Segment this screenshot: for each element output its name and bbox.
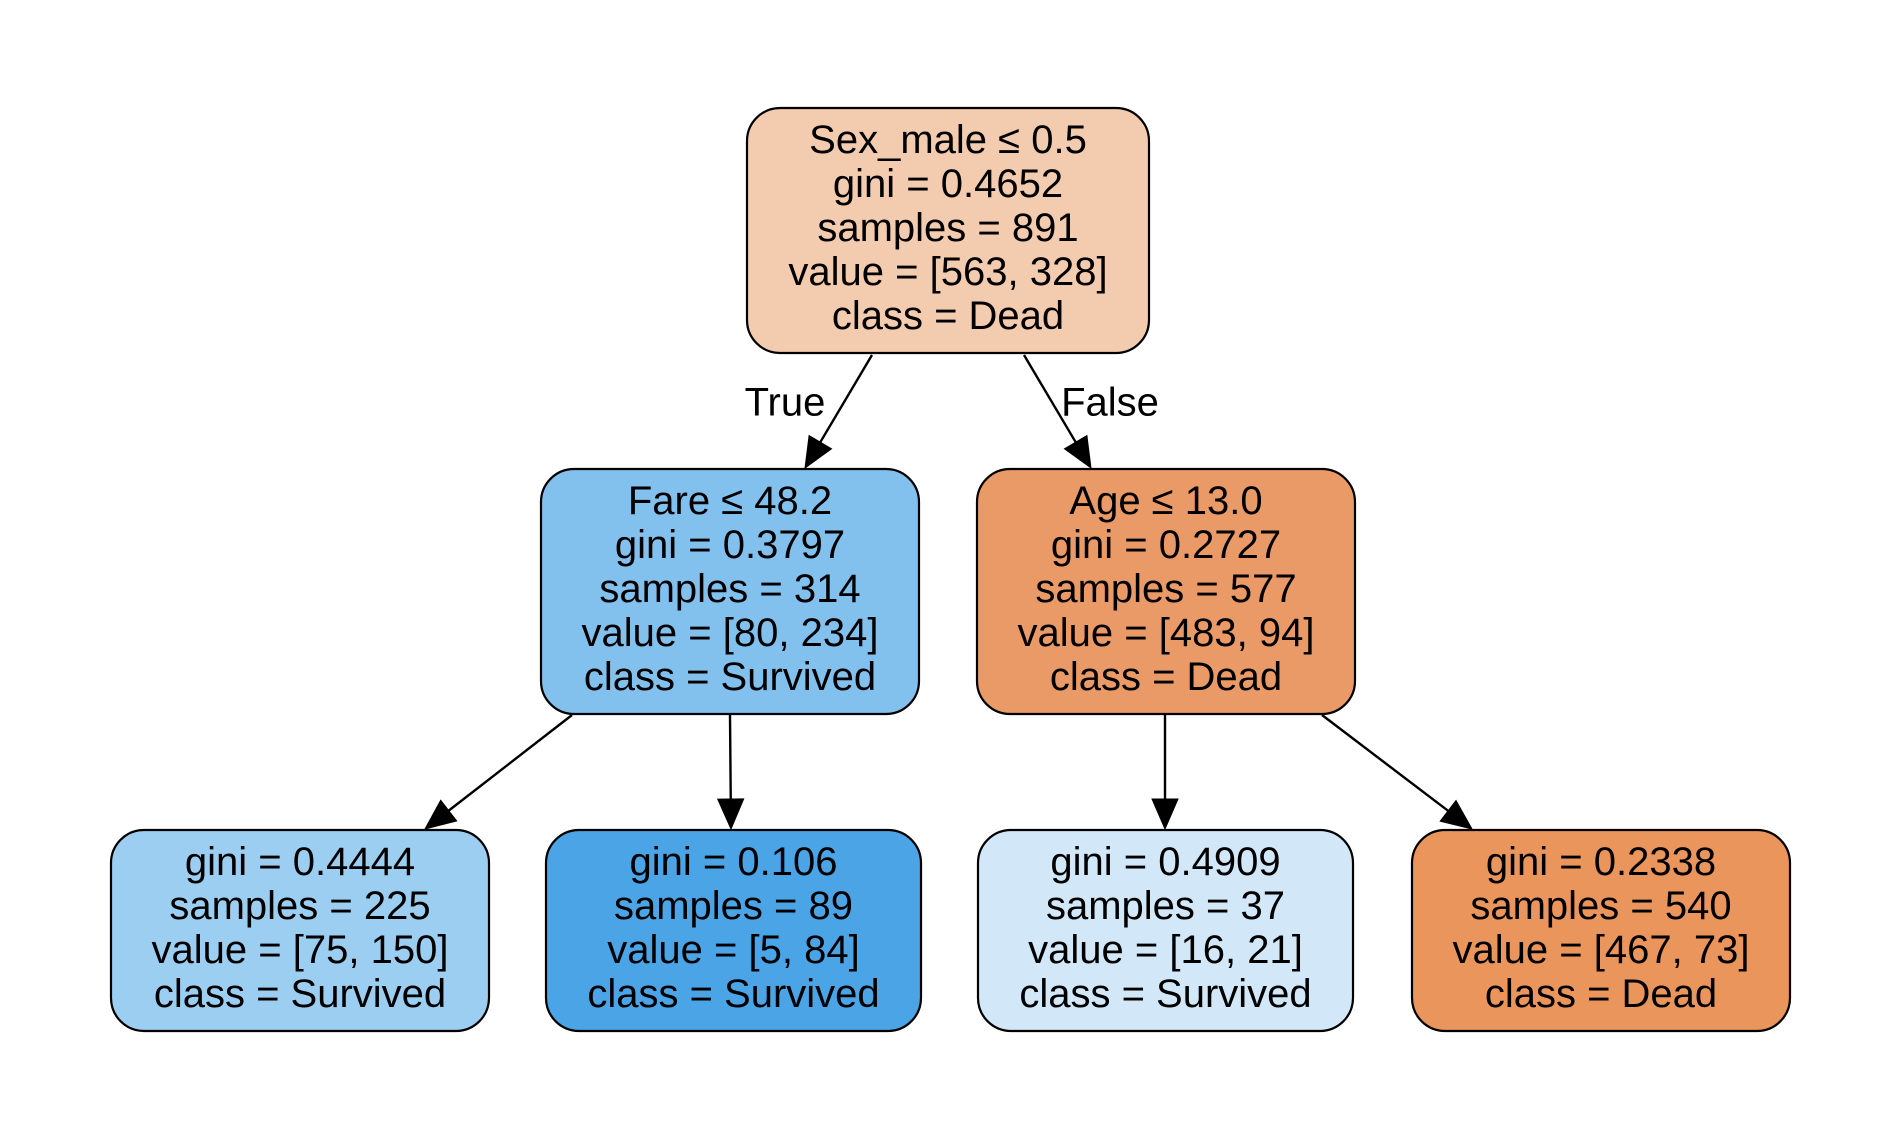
node-text-line: gini = 0.4444 [185, 840, 415, 884]
node-text-line: class = Dead [832, 294, 1064, 338]
edge-line [447, 714, 573, 812]
node-text-line: samples = 540 [1470, 884, 1731, 928]
arrowhead-icon [804, 434, 833, 470]
tree-edges: True False [424, 354, 1474, 831]
node-text-line: gini = 0.3797 [615, 523, 845, 567]
node-text-line: class = Survived [1019, 972, 1311, 1016]
node-box [544, 828, 923, 1033]
node-text-line: samples = 577 [1035, 567, 1296, 611]
node-text-line: samples = 891 [817, 206, 1078, 250]
edge-age-leaf3 [1151, 715, 1179, 831]
arrowhead-icon [1439, 799, 1474, 830]
node-text-line: samples = 225 [169, 884, 430, 928]
node-box [109, 828, 491, 1033]
node-text-line: value = [563, 328] [788, 250, 1107, 294]
arrowhead-icon [1151, 798, 1179, 831]
node-box [1410, 828, 1792, 1033]
edge-fare-leaf2 [716, 714, 745, 831]
node-text-line: value = [75, 150] [152, 928, 449, 972]
node-text-line: samples = 89 [614, 884, 853, 928]
node-text-line: class = Survived [584, 655, 876, 699]
node-box [975, 467, 1357, 716]
node-text-line: value = [16, 21] [1028, 928, 1303, 972]
node-text-line: gini = 0.2338 [1486, 840, 1716, 884]
node-text-line: gini = 0.4652 [833, 162, 1063, 206]
arrowhead-icon [716, 798, 745, 831]
edge-label-false: False [1061, 381, 1159, 425]
node-text-line: class = Survived [587, 972, 879, 1016]
node-text-line: Fare ≤ 48.2 [628, 479, 832, 523]
arrowhead-icon [1063, 434, 1092, 470]
edge-line [1321, 714, 1449, 812]
edge-label-true: True [745, 381, 826, 425]
edge-line [819, 354, 874, 443]
edge-fare-leaf1 [424, 714, 573, 830]
edge-line [728, 714, 732, 800]
node-text-line: value = [483, 94] [1018, 611, 1315, 655]
node-text-line: Sex_male ≤ 0.5 [809, 118, 1087, 162]
arrowhead-icon [424, 799, 458, 830]
node-text-line: value = [80, 234] [582, 611, 879, 655]
node-text-line: gini = 0.2727 [1051, 523, 1281, 567]
node-text-line: value = [5, 84] [607, 928, 859, 972]
node-box [976, 828, 1355, 1033]
edge-root-fare: True [745, 354, 874, 470]
node-text-line: value = [467, 73] [1453, 928, 1750, 972]
node-text-line: samples = 37 [1046, 884, 1285, 928]
edge-root-age: False [1022, 354, 1159, 470]
edge-age-leaf4 [1321, 714, 1474, 830]
node-text-line: samples = 314 [599, 567, 860, 611]
node-text-line: gini = 0.106 [630, 840, 838, 884]
edge-line [1022, 354, 1077, 443]
node-text-line: class = Dead [1485, 972, 1717, 1016]
node-text-line: Age ≤ 13.0 [1069, 479, 1262, 523]
node-text-line: gini = 0.4909 [1050, 840, 1280, 884]
node-text-line: class = Survived [154, 972, 446, 1016]
node-box [539, 467, 921, 716]
node-box [745, 106, 1151, 355]
node-text-line: class = Dead [1050, 655, 1282, 699]
